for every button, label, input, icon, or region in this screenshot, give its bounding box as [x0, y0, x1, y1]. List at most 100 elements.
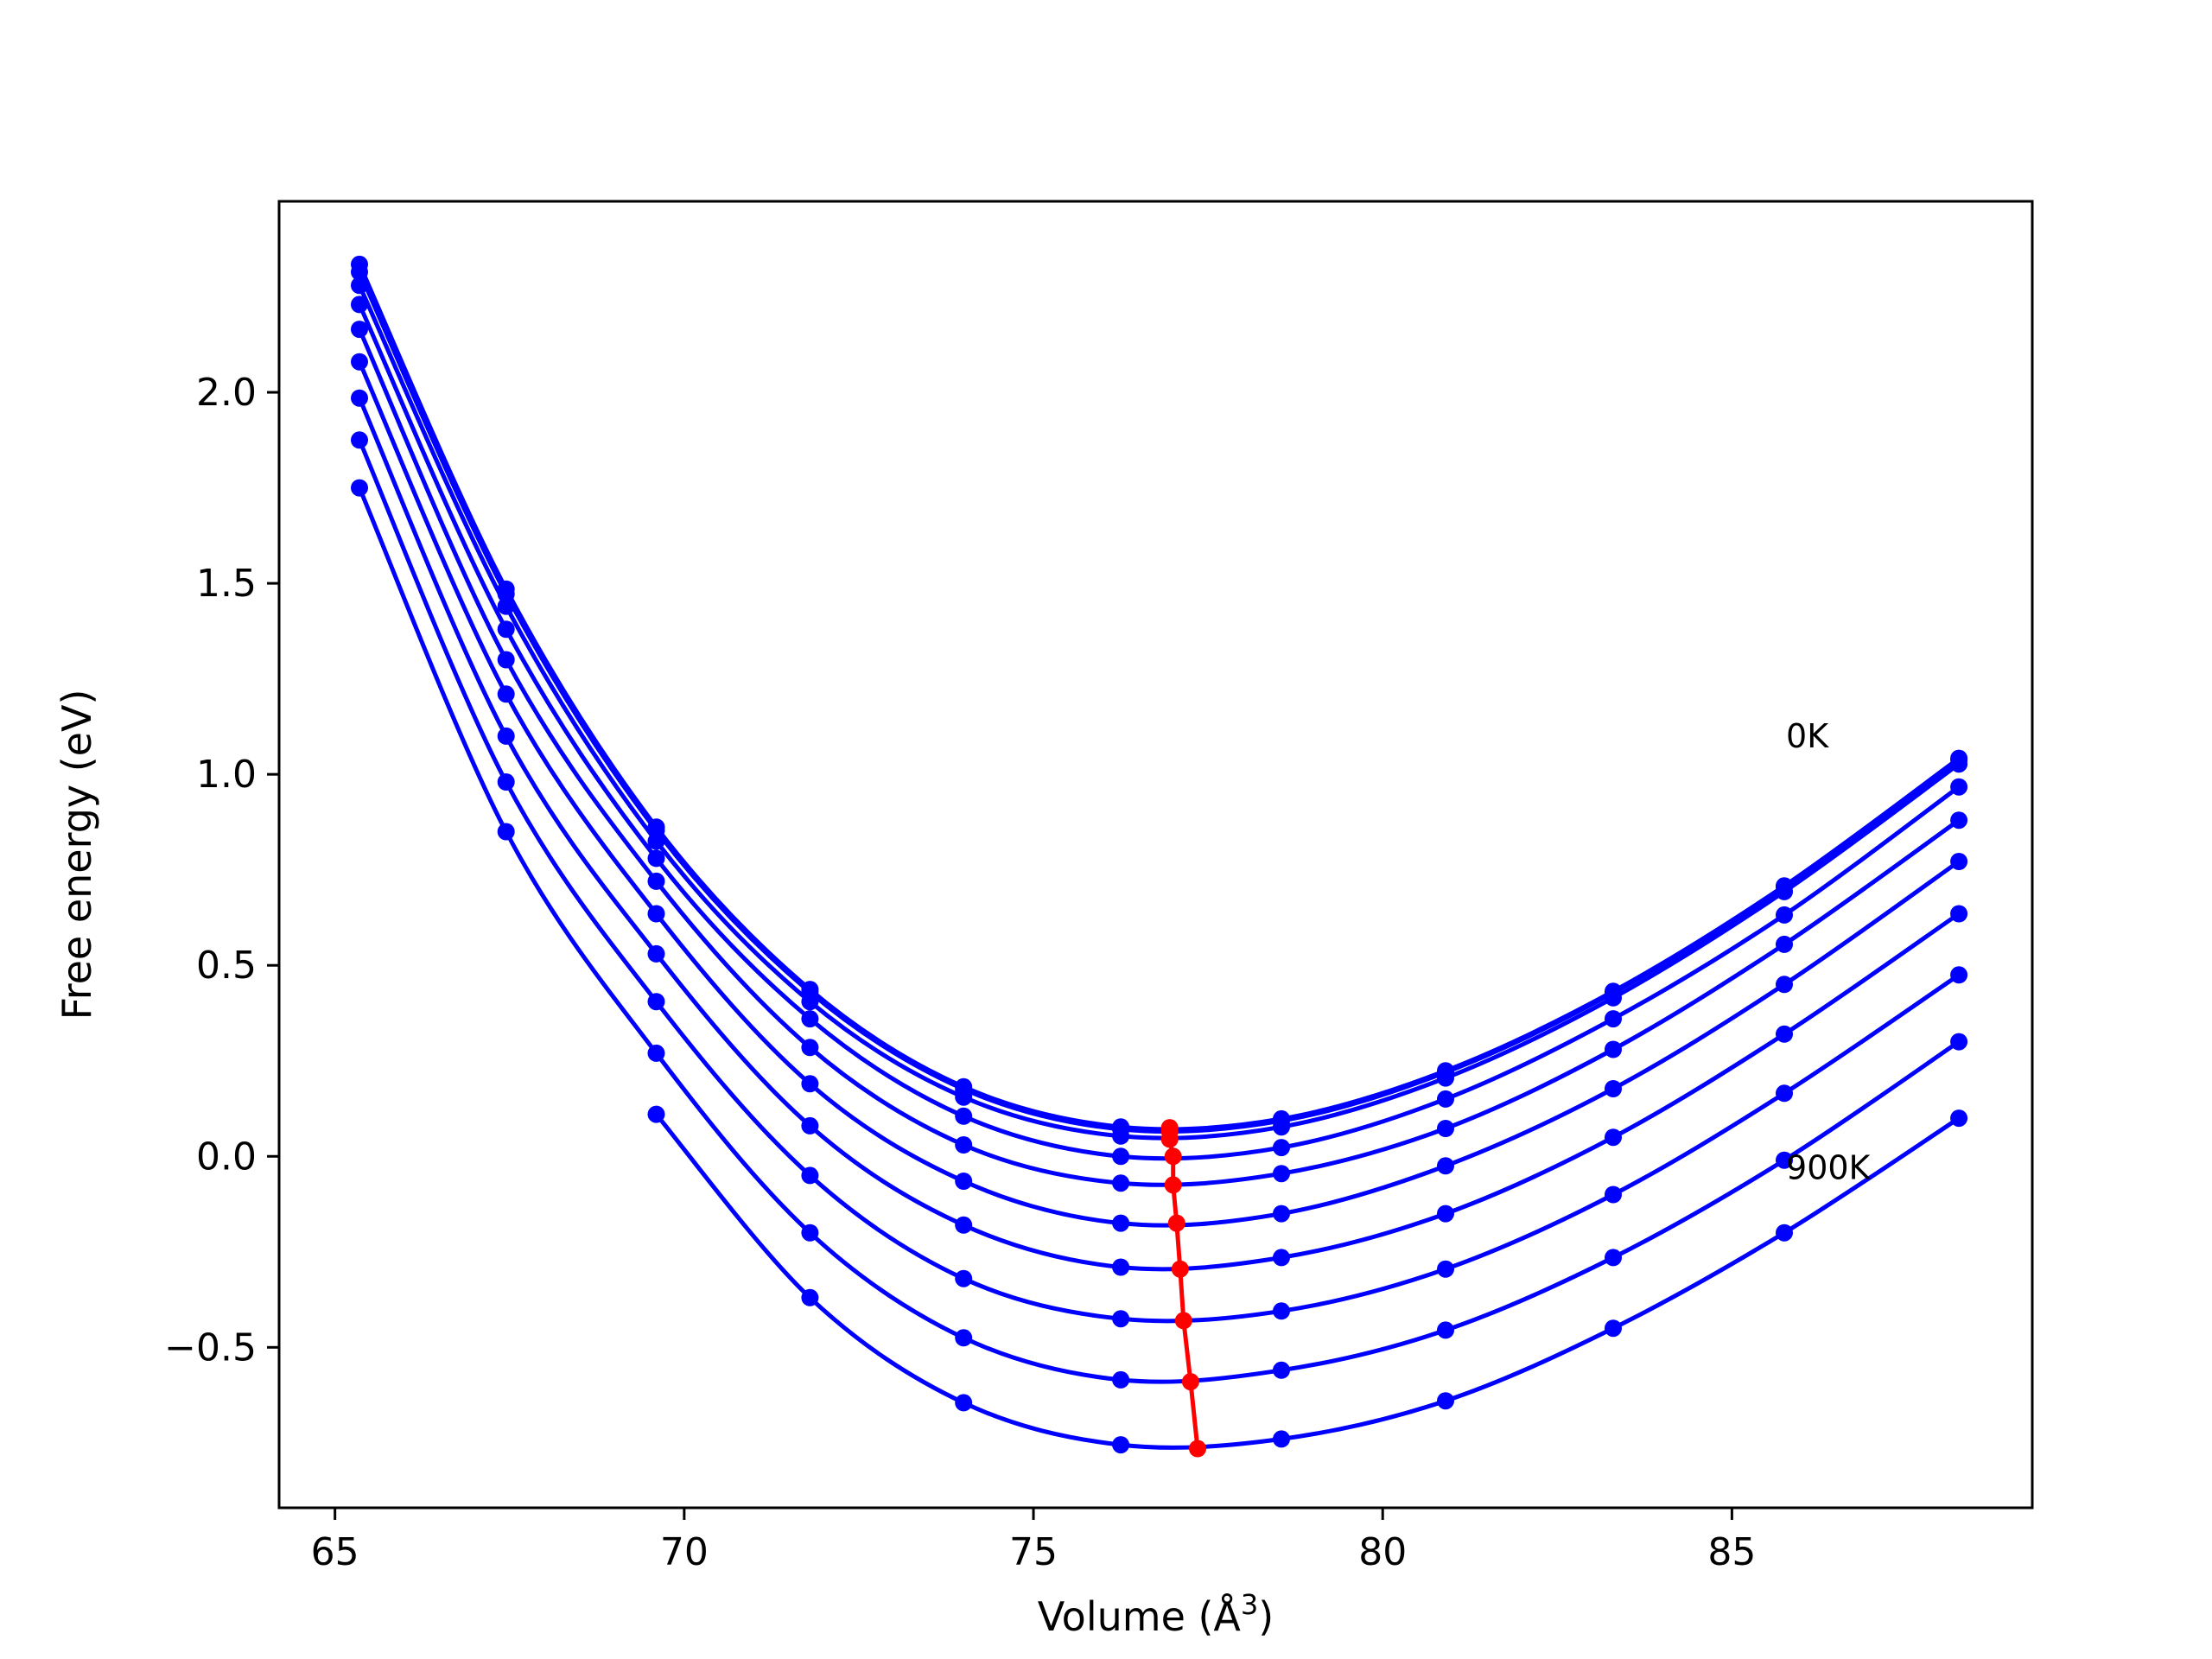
data-point-s3-10 — [1776, 882, 1793, 900]
data-point-s4-6 — [1112, 1147, 1130, 1166]
data-point-s4-7 — [1273, 1139, 1290, 1157]
data-point-s4-2 — [497, 620, 515, 639]
series-points — [351, 255, 1968, 1454]
data-point-s5-4 — [801, 1039, 819, 1057]
series-curves — [357, 263, 1961, 1450]
data-point-s5-8 — [1437, 1120, 1454, 1137]
data-point-s10-4 — [1112, 1436, 1130, 1454]
data-point-s3-9 — [1605, 988, 1622, 1007]
minimum-point-4 — [1164, 1147, 1182, 1166]
data-point-s6-4 — [801, 1075, 819, 1093]
data-point-s8-8 — [1437, 1260, 1454, 1278]
data-point-s6-11 — [1950, 853, 1968, 870]
x-ticks: 65 70 75 80 85 — [311, 1508, 1756, 1574]
data-point-s9-2 — [497, 823, 515, 841]
minimum-point-3 — [1160, 1130, 1179, 1148]
series-line-5 — [357, 328, 1961, 1187]
data-point-s3-1 — [351, 276, 368, 295]
data-point-s5-3 — [647, 872, 665, 890]
minimum-point-9 — [1181, 1373, 1199, 1391]
minimum-point-8 — [1174, 1312, 1192, 1330]
data-point-s8-3 — [647, 993, 665, 1011]
data-point-s4-11 — [1950, 778, 1968, 796]
data-point-s7-4 — [801, 1116, 819, 1135]
y-tick-label: 1.0 — [196, 753, 257, 797]
data-point-s5-9 — [1605, 1040, 1622, 1058]
x-tick-label: 85 — [1707, 1530, 1756, 1574]
y-ticks: −0.5 0.0 0.5 1.0 1.5 2.0 — [164, 371, 279, 1370]
series-line-9 — [357, 486, 1961, 1384]
data-point-s8-1 — [351, 431, 368, 449]
data-point-s8-9 — [1605, 1185, 1622, 1204]
data-point-s5-7 — [1273, 1165, 1290, 1183]
data-point-s5-11 — [1950, 811, 1968, 830]
data-point-s3-3 — [647, 832, 665, 850]
data-point-s6-8 — [1437, 1157, 1454, 1175]
series-line-2 — [357, 270, 1961, 1135]
annotation-label-1: 0K — [1786, 717, 1829, 755]
data-point-s6-3 — [647, 905, 665, 923]
x-axis-label-main: Volume (Å — [1038, 1593, 1242, 1640]
data-point-s5-1 — [351, 321, 368, 339]
data-point-s6-6 — [1112, 1214, 1130, 1232]
minimum-point-6 — [1167, 1214, 1185, 1232]
y-tick-label: 0.5 — [196, 944, 257, 988]
data-point-s7-5 — [955, 1216, 973, 1234]
annotations: 0K 900K — [1786, 717, 1872, 1187]
data-point-s3-5 — [955, 1088, 973, 1106]
data-point-s7-9 — [1605, 1128, 1622, 1147]
minimum-point-7 — [1171, 1260, 1189, 1278]
data-point-s9-10 — [1776, 1151, 1793, 1169]
y-tick-label: 0.0 — [196, 1135, 257, 1179]
data-point-s6-7 — [1273, 1205, 1290, 1223]
data-point-s10-5 — [1273, 1430, 1290, 1448]
data-point-s8-5 — [955, 1269, 973, 1287]
x-tick-label: 80 — [1358, 1530, 1407, 1574]
data-point-s7-8 — [1437, 1205, 1454, 1223]
data-point-s7-7 — [1273, 1249, 1290, 1267]
data-point-s5-2 — [497, 651, 515, 669]
x-axis-label-superscript: 3 — [1241, 1588, 1258, 1621]
data-point-s3-8 — [1437, 1069, 1454, 1087]
series-line-3 — [357, 284, 1961, 1141]
data-point-s9-8 — [1437, 1321, 1454, 1339]
data-point-s8-7 — [1273, 1302, 1290, 1320]
x-axis-label: Volume (Å3) — [1038, 1588, 1274, 1640]
data-point-s7-6 — [1112, 1258, 1130, 1276]
data-point-s8-6 — [1112, 1310, 1130, 1328]
data-point-s9-7 — [1273, 1361, 1290, 1379]
series-line-8 — [357, 439, 1961, 1324]
data-point-s3-4 — [801, 993, 819, 1011]
data-point-s7-1 — [351, 389, 368, 407]
data-point-s4-8 — [1437, 1090, 1454, 1108]
data-point-s8-2 — [497, 773, 515, 791]
data-point-s10-7 — [1605, 1319, 1622, 1338]
x-tick-label: 70 — [660, 1530, 709, 1574]
data-point-s8-4 — [801, 1166, 819, 1185]
minimum-point-10 — [1189, 1440, 1206, 1458]
data-point-s6-2 — [497, 685, 515, 703]
data-point-s8-10 — [1776, 1084, 1793, 1103]
minimum-line — [1160, 1119, 1206, 1458]
data-point-s5-10 — [1776, 935, 1793, 953]
data-point-s4-4 — [801, 1010, 819, 1028]
data-point-s4-3 — [647, 849, 665, 868]
series-line-4 — [357, 303, 1961, 1161]
data-point-s9-3 — [647, 1044, 665, 1062]
data-point-s10-2 — [801, 1288, 819, 1306]
data-point-s9-11 — [1950, 1033, 1968, 1051]
data-point-s3-2 — [497, 597, 515, 615]
data-point-s4-10 — [1776, 906, 1793, 924]
annotation-label-2: 900K — [1786, 1149, 1872, 1187]
data-point-s9-4 — [801, 1224, 819, 1242]
data-point-s9-6 — [1112, 1370, 1130, 1389]
minimum-point-5 — [1164, 1176, 1182, 1194]
y-tick-label: 1.5 — [196, 562, 257, 606]
data-point-s4-9 — [1605, 1010, 1622, 1028]
data-point-s3-11 — [1950, 755, 1968, 773]
data-point-s10-1 — [647, 1105, 665, 1123]
data-point-s6-1 — [351, 353, 368, 371]
